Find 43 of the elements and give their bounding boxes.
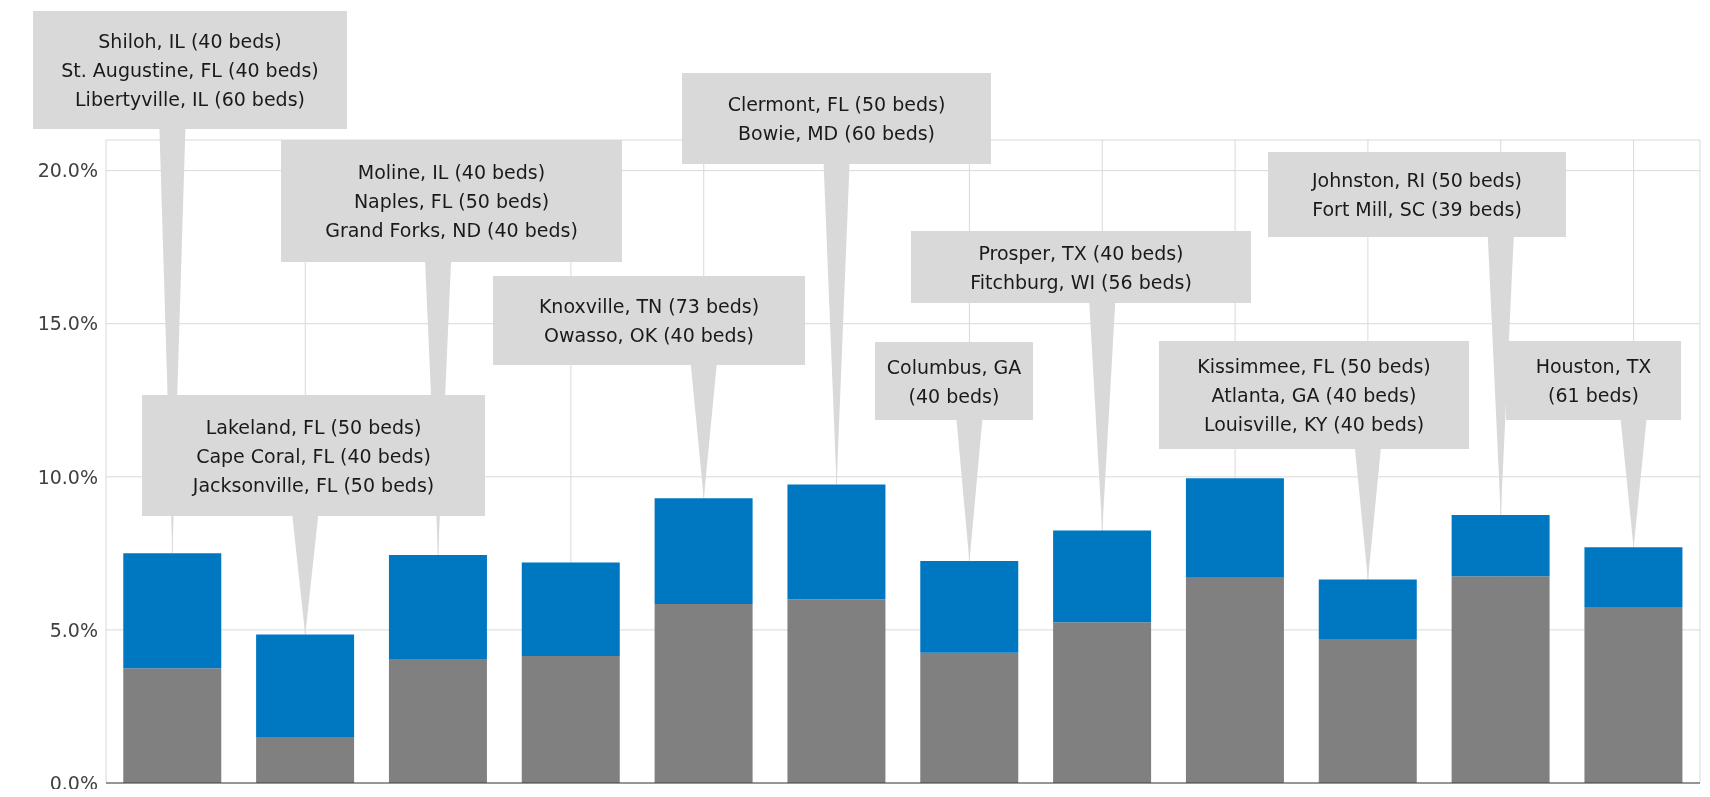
bar [388, 658, 487, 783]
bar [123, 553, 222, 669]
callout: Knoxville, TN (73 beds) Owasso, OK (40 beds) [493, 276, 805, 499]
annotation: Houston, TX (61 beds) [1535, 355, 1652, 406]
annotation: Prosper, TX (40 beds) Fitchburg, WI (56 beds) [970, 241, 1192, 293]
bar [1053, 622, 1152, 783]
annotation: Clermont, FL (50 beds) Bowie, MD (60 beds) [727, 93, 946, 144]
annotation: Moline, IL (40 beds) Naples, FL (50 beds) Grand Forks, ND (40 beds) [325, 161, 578, 241]
y-tick-label: 5.0% [49, 618, 98, 641]
callout: Kissimmee, FL (50 beds) Atlanta, GA (40 beds) Louisville, KY (40 beds) [1159, 341, 1469, 581]
y-tick-label: 20.0% [37, 159, 98, 182]
bar [1584, 547, 1683, 607]
callout: Lakeland, FL (50 beds) Cape Coral, FL (40 beds) Jacksonville, FL (50 beds) [142, 395, 485, 636]
bar [1318, 579, 1417, 640]
bar [1185, 478, 1284, 578]
y-tick-label: 10.0% [37, 465, 98, 488]
annotation: Knoxville, TN (73 beds) Owasso, OK (40 beds) [538, 295, 760, 346]
bar [388, 554, 487, 659]
callout: Columbus, GA (40 beds) [875, 342, 1033, 562]
bar [787, 599, 886, 783]
bar [256, 634, 355, 738]
bar [1185, 577, 1284, 783]
bar [521, 562, 620, 656]
y-tick-label: 15.0% [37, 312, 98, 335]
y-tick-label: 0.0% [49, 771, 98, 794]
annotation: Lakeland, FL (50 beds) Cape Coral, FL (40 beds) Jacksonville, FL (50 beds) [191, 415, 435, 496]
bar [521, 655, 620, 783]
callout: Houston, TX (61 beds) [1506, 341, 1681, 548]
bar [1451, 576, 1550, 783]
bar [1451, 515, 1550, 577]
bar [920, 561, 1019, 653]
annotation: Johnston, RI (50 beds) Fort Mill, SC (39 beds) [1310, 169, 1523, 220]
bar [920, 652, 1019, 783]
bar [123, 668, 222, 783]
bar [654, 603, 753, 783]
annotation: Columbus, GA (40 beds) [886, 355, 1022, 407]
bar [1318, 639, 1417, 783]
bar [1584, 606, 1683, 783]
annotation: Kissimmee, FL (50 beds) Atlanta, GA (40 beds) Louisville, KY (40 beds) [1197, 355, 1431, 435]
bar [787, 484, 886, 600]
bar [1053, 530, 1152, 623]
bar [256, 737, 355, 783]
bar [654, 498, 753, 604]
